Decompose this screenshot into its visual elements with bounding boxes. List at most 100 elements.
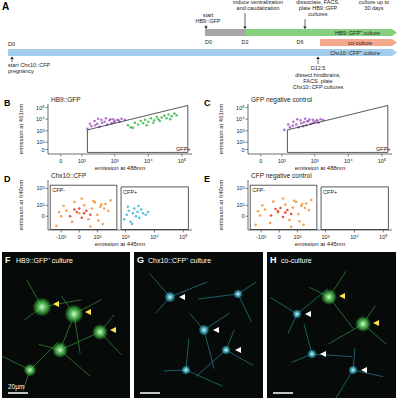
tick bbox=[181, 154, 182, 157]
label: D0 bbox=[205, 39, 212, 45]
tick bbox=[246, 107, 249, 108]
tick bbox=[354, 230, 355, 233]
tick-label: 10⁵ bbox=[378, 158, 386, 164]
axis-label: emission at 445nm bbox=[95, 241, 145, 247]
event-point bbox=[304, 207, 307, 210]
label: F bbox=[5, 255, 11, 265]
tick-label: 10⁴ bbox=[144, 158, 153, 164]
scatter-panel: DChx10::CFP-10²010²10³10⁴10⁵010²10³emiss… bbox=[4, 172, 192, 247]
tick bbox=[97, 230, 98, 233]
gate bbox=[87, 105, 187, 152]
tick-label: 10⁴ bbox=[236, 116, 245, 122]
cell bbox=[64, 304, 83, 323]
cell bbox=[24, 364, 37, 377]
axis-label: emission at 461nm bbox=[218, 104, 224, 154]
cell bbox=[52, 342, 68, 358]
event-point bbox=[301, 203, 304, 206]
event-point bbox=[60, 215, 63, 218]
tick-label: 0 bbox=[41, 213, 44, 219]
arrow-line bbox=[245, 13, 246, 27]
event-point bbox=[103, 120, 106, 123]
event-point bbox=[298, 220, 301, 223]
scale-bar bbox=[273, 392, 293, 394]
event-point bbox=[158, 120, 161, 123]
arrowhead bbox=[361, 367, 367, 373]
arrowhead bbox=[179, 294, 185, 300]
event-point bbox=[100, 118, 103, 121]
axis-line bbox=[248, 104, 249, 154]
event-point bbox=[78, 212, 81, 215]
event-point bbox=[117, 119, 120, 122]
tick bbox=[246, 142, 249, 143]
event-point bbox=[127, 205, 130, 208]
event-point bbox=[97, 219, 100, 222]
scatter-panel: ECFP negative control-10²010²10³10⁴10⁵01… bbox=[204, 172, 392, 247]
event-point bbox=[291, 124, 294, 127]
gate-label: CFP- bbox=[52, 187, 65, 193]
tick-label: 0 bbox=[41, 147, 44, 153]
tick bbox=[46, 107, 49, 108]
arrowhead bbox=[213, 327, 219, 333]
tick-label: 10⁴ bbox=[350, 234, 359, 240]
arrowhead bbox=[373, 320, 379, 326]
axis-label: emission at 488nm bbox=[295, 165, 345, 171]
neurite bbox=[204, 330, 214, 369]
event-point bbox=[129, 126, 132, 129]
event-point bbox=[103, 207, 106, 210]
event-point bbox=[136, 211, 139, 214]
event-point bbox=[165, 117, 168, 120]
event-point bbox=[127, 124, 130, 127]
event-point bbox=[279, 207, 282, 210]
cell bbox=[198, 324, 209, 335]
tick bbox=[348, 154, 349, 157]
cell bbox=[321, 289, 337, 305]
event-point bbox=[295, 123, 298, 126]
label: G bbox=[137, 255, 144, 265]
tick-label: 10² bbox=[278, 158, 286, 164]
event-point bbox=[277, 210, 280, 213]
cell bbox=[164, 291, 175, 302]
event-point bbox=[153, 119, 156, 122]
tick bbox=[46, 142, 49, 143]
label: pregnancy bbox=[8, 68, 34, 74]
neurite bbox=[198, 294, 238, 299]
event-point bbox=[170, 115, 173, 118]
neurite bbox=[312, 354, 352, 357]
image-background bbox=[267, 252, 396, 398]
event-point bbox=[65, 209, 68, 212]
event-point bbox=[167, 113, 170, 116]
tick-label: 10⁵ bbox=[379, 234, 387, 240]
tick-label: 10⁵ bbox=[179, 234, 187, 240]
arrow-head bbox=[316, 57, 320, 60]
gate bbox=[287, 105, 387, 152]
tick bbox=[281, 154, 282, 157]
gate-label: CFP+ bbox=[323, 189, 337, 195]
event-point bbox=[254, 224, 257, 227]
culture-band bbox=[8, 49, 397, 56]
gate bbox=[321, 187, 388, 230]
image-background bbox=[134, 252, 263, 398]
event-point bbox=[90, 125, 93, 128]
arrow-line bbox=[12, 59, 13, 63]
plot-area bbox=[50, 185, 188, 229]
tick bbox=[154, 230, 155, 233]
event-point bbox=[175, 114, 178, 117]
label: HB9::GFP bbox=[195, 18, 220, 24]
event-point bbox=[133, 207, 136, 210]
tick bbox=[46, 149, 49, 150]
event-point bbox=[150, 117, 153, 120]
axis-label: emission at 640nm bbox=[218, 180, 224, 230]
tick bbox=[183, 230, 184, 233]
cell bbox=[92, 324, 108, 340]
event-point bbox=[261, 204, 264, 207]
tick-label: 10³ bbox=[322, 234, 330, 240]
event-point bbox=[132, 212, 135, 215]
axis-line bbox=[48, 104, 49, 154]
event-point bbox=[282, 197, 285, 200]
cell bbox=[348, 365, 358, 375]
label: co-culture bbox=[281, 257, 312, 264]
tick-label: -10² bbox=[56, 234, 66, 240]
gate bbox=[121, 187, 188, 230]
micrograph bbox=[134, 252, 263, 398]
tick bbox=[246, 216, 249, 217]
